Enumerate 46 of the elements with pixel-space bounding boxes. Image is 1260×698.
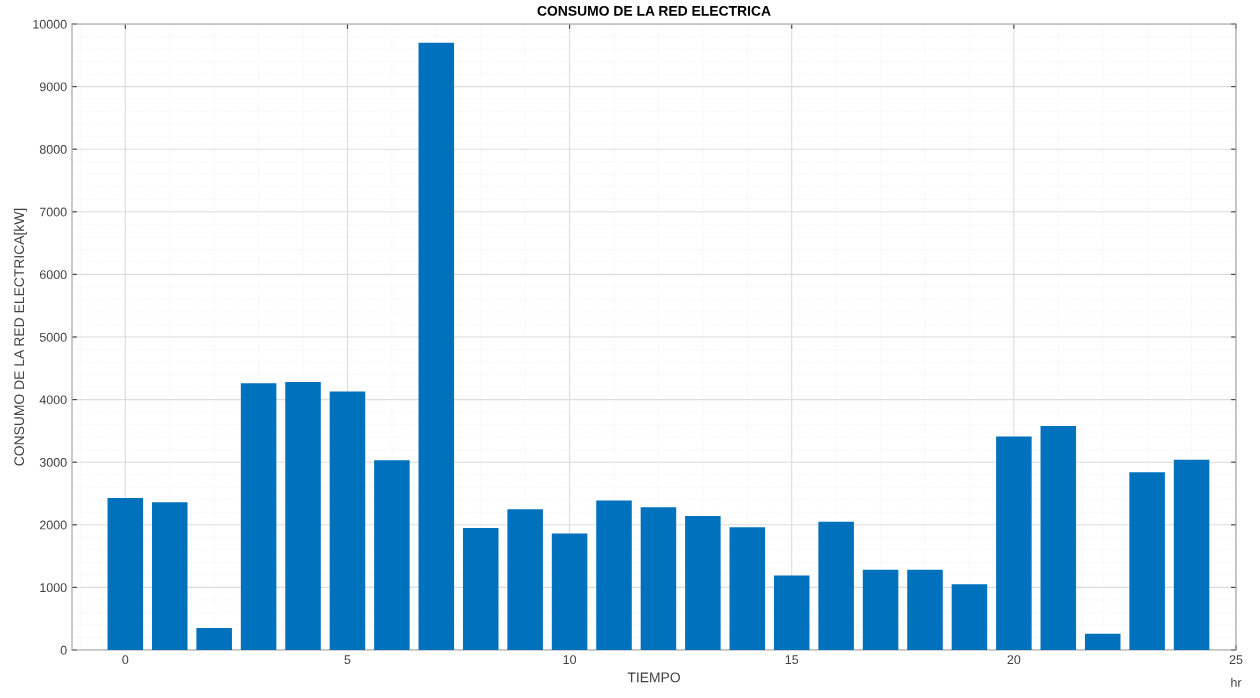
y-tick-label: 7000 (39, 207, 67, 217)
bar (640, 507, 677, 650)
x-tick-label: 25 (1229, 655, 1243, 665)
y-tick-label: 3000 (39, 458, 67, 467)
y-tick-label: 6000 (39, 270, 67, 280)
y-axis-title: CONSUMO DE LA RED ELECTRICA[kW] (13, 208, 27, 466)
bar (818, 521, 854, 650)
x-tick-label: 5 (344, 655, 351, 665)
bar (951, 584, 988, 650)
bar (507, 509, 543, 650)
bar (1129, 472, 1165, 650)
bar (462, 527, 499, 650)
bar (1040, 425, 1077, 650)
text: hr (1231, 677, 1242, 687)
bar (107, 497, 144, 650)
y-tick-label: 5000 (39, 332, 67, 342)
bar (285, 382, 321, 650)
bar (196, 628, 232, 650)
y-tick-label: 2000 (39, 520, 67, 530)
chart-title: CONSUMO DE LA RED ELECTRICA (537, 5, 771, 16)
y-tick-label: 10000 (33, 19, 67, 29)
y-tick-label: 1000 (40, 583, 67, 593)
bar (729, 527, 766, 650)
y-tick-label: 0 (60, 645, 67, 655)
y-tick-label: 9000 (39, 82, 67, 92)
bar (1173, 459, 1210, 650)
y-tick-label: 4000 (39, 395, 67, 405)
bar (773, 575, 810, 650)
bar (862, 569, 899, 650)
bar (996, 436, 1032, 650)
x-axis-title: TIEMPO (627, 672, 680, 683)
bar (907, 569, 943, 650)
bar (329, 391, 366, 650)
x-tick-label: 15 (785, 655, 799, 665)
x-tick-label: 20 (1007, 655, 1021, 665)
bar (551, 533, 588, 650)
bar (374, 460, 410, 650)
x-tick-label: 0 (122, 655, 129, 665)
bar (596, 500, 632, 650)
bar (151, 502, 188, 650)
bar (418, 42, 455, 650)
y-tick-label: 8000 (39, 145, 67, 154)
x-tick-label: 10 (563, 655, 577, 665)
bar (685, 516, 721, 650)
bar (240, 383, 277, 650)
bar (1084, 633, 1121, 650)
